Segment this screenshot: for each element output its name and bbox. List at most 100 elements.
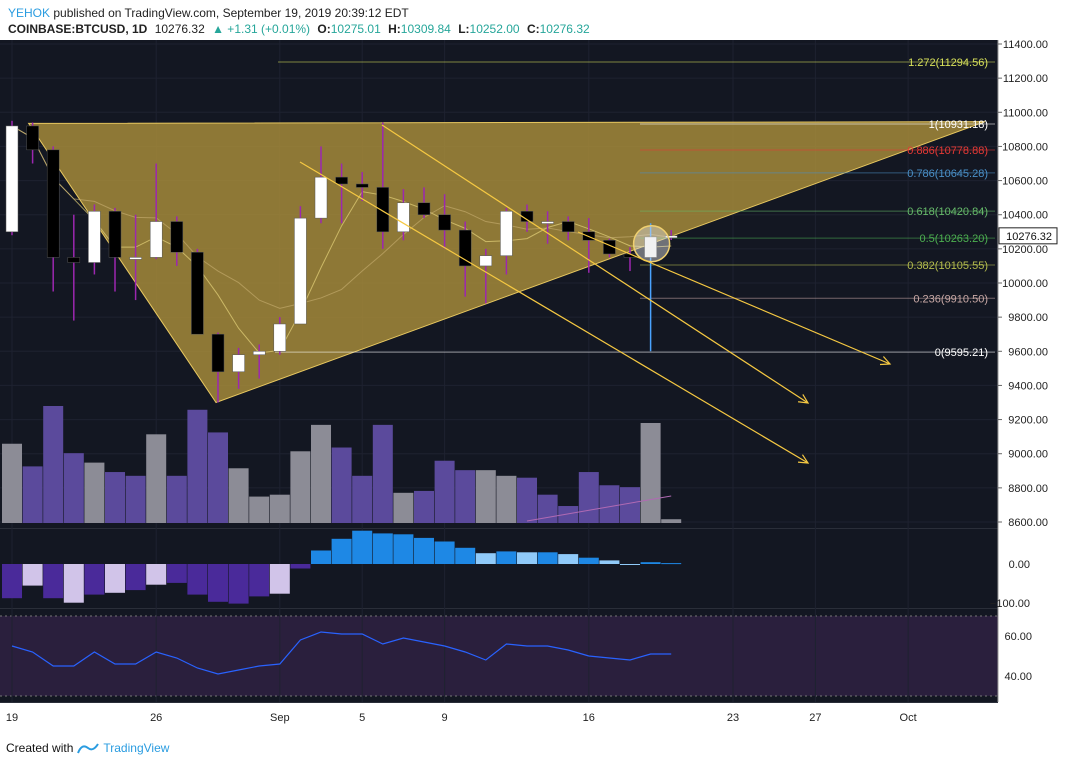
volume-bar <box>414 490 434 523</box>
moving-averages <box>11 125 672 354</box>
close-label: C: <box>526 22 540 36</box>
macd-bar <box>63 564 84 603</box>
symbol-label: COINBASE:BTCUSD, 1D <box>8 22 148 36</box>
macd-bar <box>228 564 249 604</box>
fib-label: 0.382(10105.55) <box>907 260 988 272</box>
descending-channel <box>299 124 892 464</box>
price-tick-label: 9000.00 <box>1008 449 1048 461</box>
macd-bar <box>2 564 22 599</box>
candle-body <box>273 323 287 352</box>
volume-bar <box>125 475 146 523</box>
candle-body <box>252 351 266 355</box>
volume-bar <box>208 432 228 523</box>
price-tick-label: 10400.00 <box>1002 210 1048 222</box>
candle-body <box>479 255 493 267</box>
candle-body <box>500 211 513 256</box>
channel-line <box>381 124 809 404</box>
publisher-name[interactable]: YEHOK <box>8 6 51 20</box>
price-change: ▲ +1.31 (+0.01%) <box>212 22 311 36</box>
fib-label: 0.886(10778.88) <box>907 145 988 157</box>
ma-slow-line <box>11 125 672 309</box>
high-value: 10309.84 <box>400 22 451 36</box>
macd-bar <box>455 547 476 564</box>
macd-bar <box>578 557 599 564</box>
fib-label: 1.272(11294.56) <box>908 57 988 69</box>
candle-body <box>26 125 39 151</box>
price-tick-label: 8800.00 <box>1008 483 1048 495</box>
open-value: 10275.01 <box>330 22 381 36</box>
volume-bar <box>22 466 43 523</box>
volume-bar <box>578 472 599 523</box>
price-tick-label: 10600.00 <box>1002 176 1048 188</box>
volume-bar <box>166 475 187 523</box>
macd-bar <box>475 553 496 564</box>
volume-bar <box>331 447 352 523</box>
candle-body <box>149 221 163 258</box>
volume-bar <box>558 506 579 523</box>
price-axis-bg <box>998 40 1066 732</box>
volume-bar <box>311 424 331 523</box>
fib-label: 0.618(10420.84) <box>907 206 988 218</box>
price-chart[interactable]: 1.272(11294.56) 1(10931.18) 0.886(10778.88… <box>0 40 1066 732</box>
macd-bar <box>558 554 579 564</box>
time-tick-label: 19 <box>6 712 18 724</box>
time-tick-label: 9 <box>442 712 448 724</box>
macd-bar <box>146 564 167 585</box>
ohlc-line: COINBASE:BTCUSD, 1D 10276.32 ▲ +1.31 (+0… <box>8 22 590 36</box>
macd-bar <box>352 530 373 564</box>
arrowhead <box>797 454 810 464</box>
macd-bar <box>311 550 331 564</box>
macd-bar <box>187 564 208 595</box>
rsi-band <box>0 616 998 696</box>
open-label: O: <box>317 22 331 36</box>
volume-bar <box>105 472 125 523</box>
highlight-circle <box>632 224 671 263</box>
time-tick-label: 5 <box>359 712 365 724</box>
time-tick-label: 27 <box>809 712 821 724</box>
volume-bar <box>599 485 620 523</box>
volume-bar <box>146 434 167 523</box>
volume-bar <box>290 451 311 523</box>
macd-bar <box>372 533 393 564</box>
footer: Created with TradingView <box>6 741 169 755</box>
volume-bar <box>372 424 393 523</box>
volume-bar <box>640 422 661 523</box>
channel-line <box>299 161 809 464</box>
volume-bar <box>352 475 373 523</box>
close-value: 10276.32 <box>539 22 590 36</box>
last-price-tag <box>998 227 1058 245</box>
pane-separator <box>0 608 998 609</box>
candle-body <box>211 333 225 373</box>
macd-bar <box>661 563 682 565</box>
rsi-tick-label: 60.00 <box>1004 631 1032 643</box>
macd-bar <box>331 538 352 564</box>
created-with-text: Created with <box>6 741 74 755</box>
tradingview-brand[interactable]: TradingView <box>103 741 170 755</box>
candle-body <box>46 149 60 258</box>
price-tick-label: 11400.00 <box>1003 40 1048 51</box>
rsi-indicator <box>11 631 672 675</box>
candle-body <box>108 211 122 258</box>
fib-label: 0.786(10645.28) <box>907 168 988 180</box>
volume-bar <box>249 496 270 523</box>
ma-fast-line <box>11 125 672 354</box>
macd-bar <box>22 564 43 586</box>
macd-bar <box>414 537 434 564</box>
rsi-tick-label: 40.00 <box>1004 671 1032 683</box>
volume-bar <box>661 519 682 523</box>
macd-bar <box>249 564 270 597</box>
price-tick-label: 11000.00 <box>1003 107 1048 119</box>
time-tick-label: Sep <box>270 712 290 724</box>
channel-line <box>577 231 891 365</box>
time-tick-label: Oct <box>900 712 917 724</box>
volume-bar <box>269 494 290 523</box>
candle-body <box>88 211 101 263</box>
volume-bar <box>620 487 640 523</box>
candle-body <box>561 221 575 233</box>
price-tick-label: 10000.00 <box>1002 278 1048 290</box>
fib-label: 0(9595.21) <box>935 347 988 359</box>
candlesticks[interactable] <box>5 120 678 403</box>
macd-bar <box>269 564 290 594</box>
macd-tick-label: 0.00 <box>1009 559 1030 571</box>
candle-body <box>5 125 19 233</box>
